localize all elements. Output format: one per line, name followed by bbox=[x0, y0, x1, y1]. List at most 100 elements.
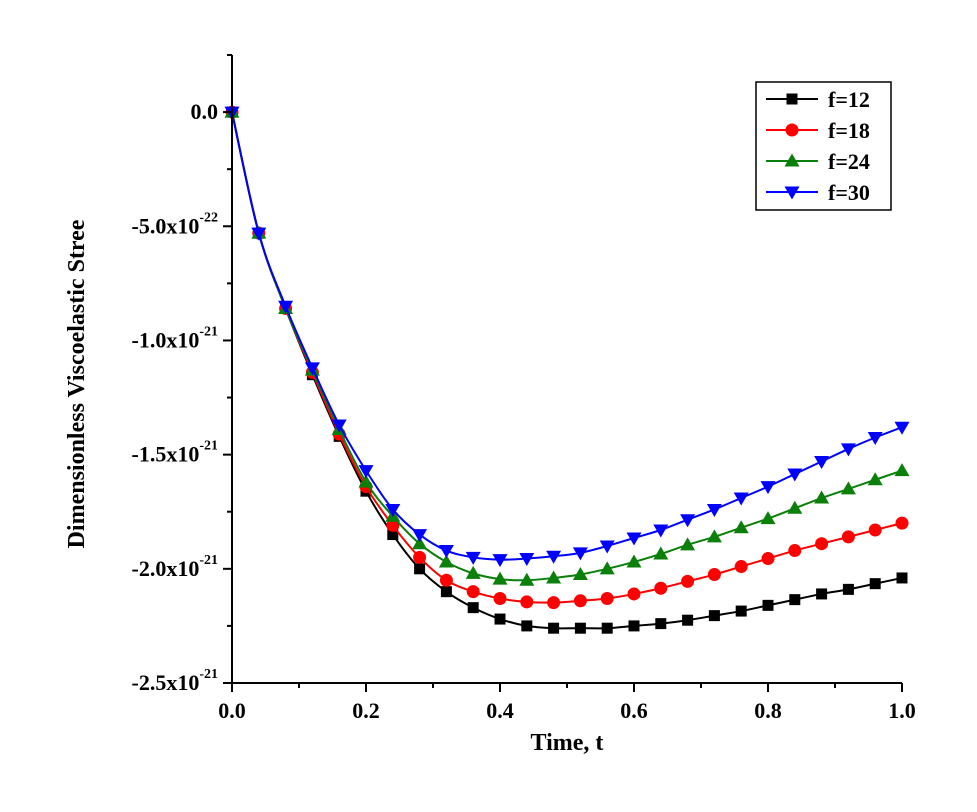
y-tick-mantissa: -5.0x10 bbox=[132, 213, 200, 238]
data-point bbox=[840, 443, 856, 457]
data-point bbox=[412, 536, 428, 550]
data-point bbox=[760, 511, 776, 525]
x-tick-label: 0.2 bbox=[352, 698, 380, 723]
legend: f=12 f=18 f=24 f=30 bbox=[755, 81, 892, 211]
data-point bbox=[492, 554, 508, 568]
data-point bbox=[547, 596, 561, 610]
y-tick-mantissa: -1.5x10 bbox=[132, 442, 200, 467]
data-point bbox=[868, 523, 882, 537]
data-point bbox=[572, 547, 588, 561]
data-point bbox=[251, 227, 267, 241]
data-point bbox=[894, 463, 910, 477]
y-tick-exponent: -22 bbox=[199, 210, 218, 225]
data-point bbox=[653, 546, 669, 560]
legend-item: f=30 bbox=[766, 180, 870, 205]
data-point bbox=[788, 544, 802, 558]
data-point bbox=[278, 300, 294, 314]
y-axis-title: Dimensionless Viscoelastic Stree bbox=[64, 219, 90, 548]
x-axis-title: Time, t bbox=[531, 730, 604, 756]
data-point bbox=[733, 520, 749, 534]
data-point bbox=[601, 622, 613, 634]
data-point bbox=[600, 592, 614, 606]
series-layer bbox=[224, 104, 910, 634]
data-point bbox=[493, 592, 507, 606]
data-point bbox=[867, 432, 883, 446]
x-tick-label: 1.0 bbox=[888, 698, 916, 723]
y-tick-label: -1.0x10-21 bbox=[132, 324, 219, 352]
y-tick-mantissa: -2.0x10 bbox=[132, 556, 200, 581]
data-point bbox=[760, 481, 776, 495]
data-point bbox=[546, 550, 562, 564]
data-point bbox=[814, 490, 830, 504]
data-point bbox=[574, 622, 586, 634]
data-point bbox=[761, 552, 775, 566]
data-point bbox=[894, 421, 910, 435]
data-point bbox=[438, 545, 454, 559]
data-point bbox=[654, 581, 668, 595]
data-point bbox=[386, 518, 400, 532]
data-point bbox=[682, 614, 694, 626]
y-tick-label: -1.5x10-21 bbox=[132, 439, 219, 467]
data-point bbox=[841, 530, 855, 544]
data-point bbox=[840, 481, 856, 495]
y-tick-label: 0.0 bbox=[191, 99, 219, 124]
legend-marker bbox=[785, 123, 799, 137]
legend-item: f=24 bbox=[766, 149, 870, 174]
data-point bbox=[680, 514, 696, 528]
data-point bbox=[492, 571, 508, 585]
data-point bbox=[762, 599, 774, 611]
legend-label: f=30 bbox=[828, 180, 870, 205]
data-point bbox=[626, 554, 642, 568]
data-point bbox=[816, 588, 828, 600]
data-point bbox=[465, 565, 481, 579]
y-tick-label: -5.0x10-22 bbox=[132, 210, 219, 238]
data-point bbox=[439, 573, 453, 587]
data-point bbox=[385, 503, 401, 517]
y-tick-label: -2.0x10-21 bbox=[132, 553, 219, 581]
data-point bbox=[440, 586, 452, 598]
y-tick-mantissa: -1.0x10 bbox=[132, 327, 200, 352]
data-point bbox=[867, 472, 883, 486]
data-point bbox=[895, 516, 909, 530]
data-point bbox=[815, 537, 829, 551]
data-point bbox=[787, 468, 803, 482]
data-point bbox=[358, 465, 374, 479]
legend-item: f=12 bbox=[766, 87, 870, 112]
legend-label: f=24 bbox=[828, 149, 870, 174]
data-point bbox=[655, 618, 667, 630]
legend-label: f=12 bbox=[828, 87, 870, 112]
data-point bbox=[521, 620, 533, 632]
data-point bbox=[519, 553, 535, 567]
y-tick-exponent: -21 bbox=[199, 553, 218, 568]
data-point bbox=[735, 605, 747, 617]
data-point bbox=[467, 602, 479, 614]
y-tick-exponent: -21 bbox=[199, 667, 218, 682]
data-point bbox=[653, 524, 669, 538]
legend-item: f=18 bbox=[766, 118, 870, 143]
data-point bbox=[707, 568, 721, 582]
data-point bbox=[413, 550, 427, 564]
data-point bbox=[573, 594, 587, 608]
data-point bbox=[414, 563, 426, 575]
y-tick-label: -2.5x10-21 bbox=[132, 667, 219, 695]
data-point bbox=[599, 561, 615, 575]
data-point bbox=[438, 554, 454, 568]
data-point bbox=[628, 620, 640, 632]
data-point bbox=[546, 570, 562, 584]
data-point bbox=[814, 455, 830, 469]
data-point bbox=[358, 474, 374, 488]
data-point bbox=[706, 503, 722, 517]
data-point bbox=[626, 532, 642, 546]
data-point bbox=[627, 587, 641, 601]
data-point bbox=[331, 419, 347, 433]
y-tick-exponent: -21 bbox=[199, 439, 218, 454]
data-point bbox=[465, 551, 481, 565]
data-point bbox=[412, 529, 428, 543]
data-point bbox=[681, 574, 695, 588]
data-point bbox=[708, 610, 720, 622]
x-tick-label: 0.0 bbox=[218, 698, 246, 723]
legend-marker bbox=[786, 93, 798, 105]
legend-box bbox=[755, 81, 892, 211]
y-tick-mantissa: -2.5x10 bbox=[132, 670, 200, 695]
